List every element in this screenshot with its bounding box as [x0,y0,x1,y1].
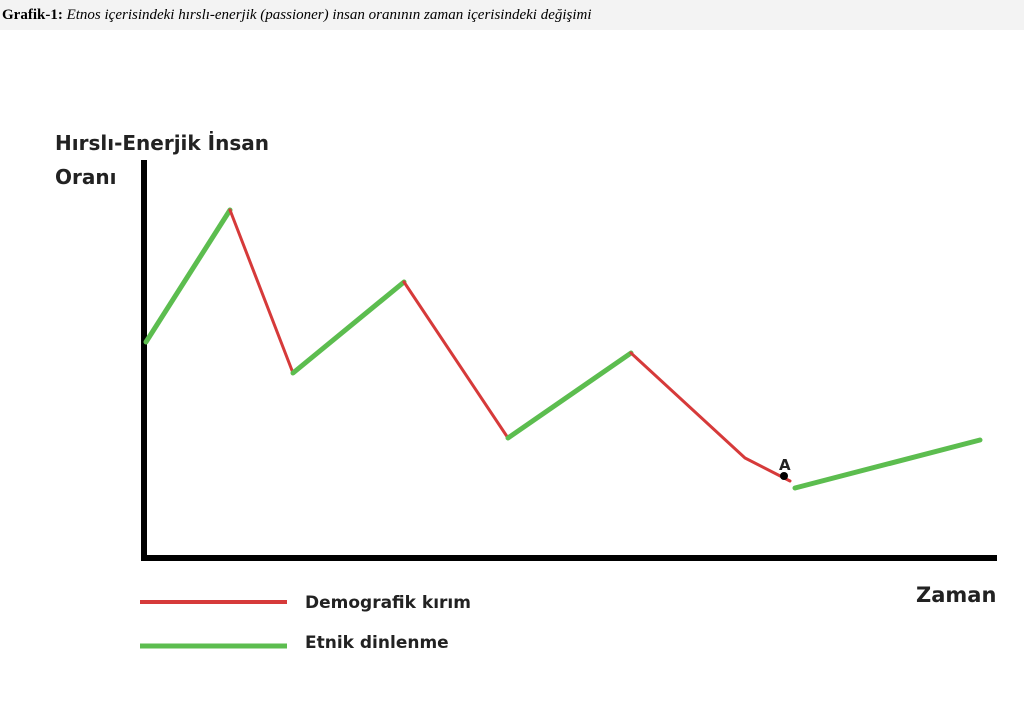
green-segment [290,279,407,376]
green-segment [792,437,983,491]
green-segment [505,350,634,441]
red-segment [228,208,295,375]
x-axis-label: Zaman [916,583,996,607]
caption-text: Etnos içerisindeki hırslı-enerjik (passi… [66,7,592,23]
legend-entry: Etnik dinlenme [305,633,449,653]
legend-entry: Demografik kırım [305,593,471,613]
point-label: A [779,456,791,474]
caption-label: Grafik-1: [2,7,63,23]
red-segment [629,351,792,483]
y-axis-label: Hırslı-Enerjik İnsan [55,131,269,155]
caption: Grafik-1: Etnos içerisindeki hırslı-ener… [0,0,1024,30]
red-segment [402,280,510,440]
y-axis-label: Oranı [55,165,116,189]
curve [143,207,983,491]
green-segment [143,207,233,345]
point-a [780,472,788,480]
figure: Hırslı-Enerjik İnsan Oranı A Zaman Demog… [55,131,997,653]
